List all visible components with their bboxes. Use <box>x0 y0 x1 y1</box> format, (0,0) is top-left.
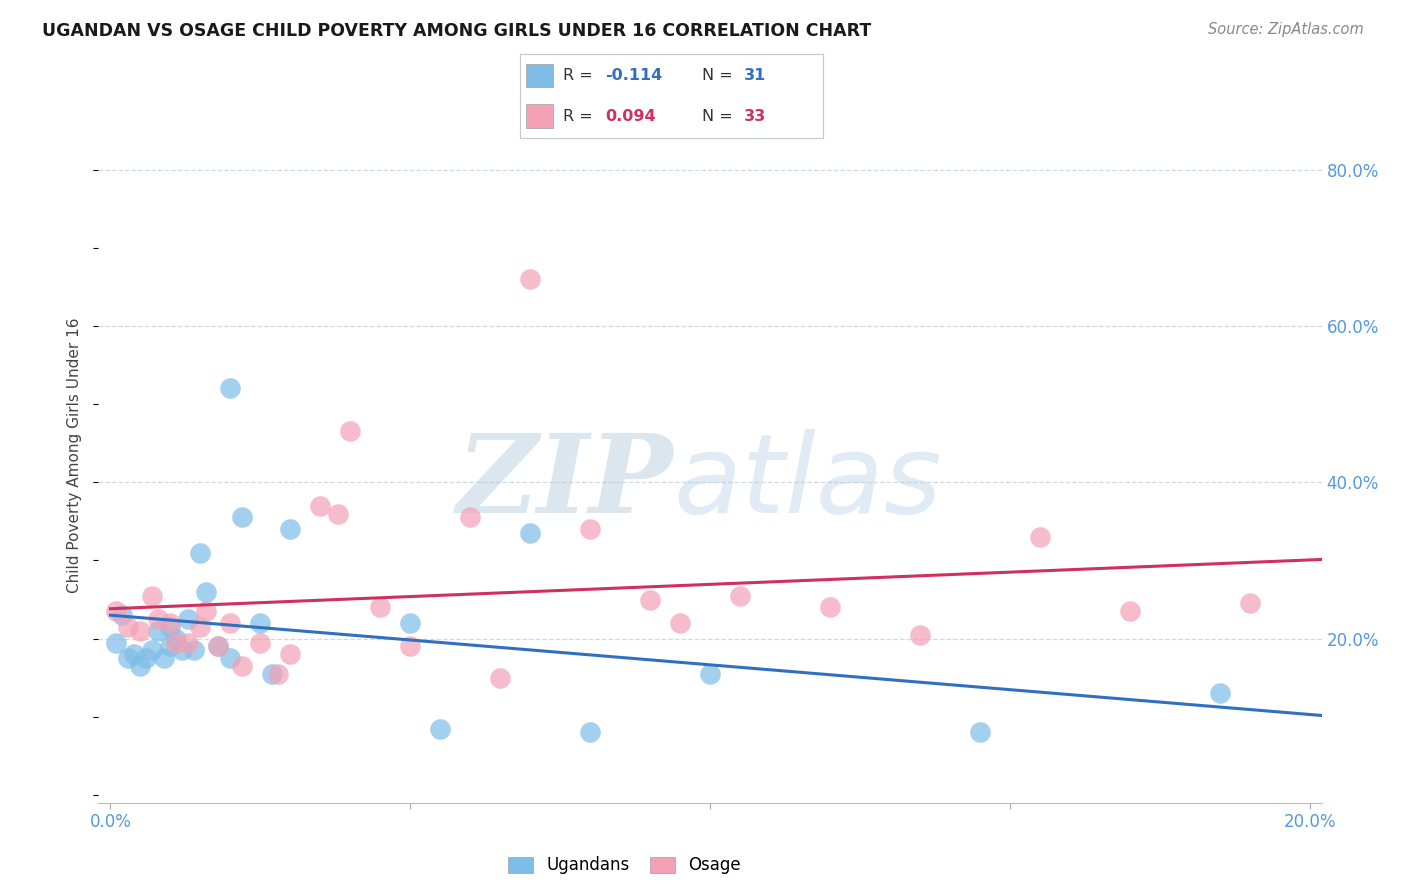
Point <box>117 620 139 634</box>
Point <box>519 526 541 541</box>
Point <box>728 589 751 603</box>
Point <box>148 612 170 626</box>
Point <box>368 600 391 615</box>
Point <box>1208 686 1230 700</box>
Point <box>105 635 128 649</box>
Legend: Ugandans, Osage: Ugandans, Osage <box>508 856 741 874</box>
Point <box>399 640 422 654</box>
Point <box>429 722 451 736</box>
Text: 0.094: 0.094 <box>605 109 655 124</box>
Point <box>117 651 139 665</box>
Text: ZIP: ZIP <box>457 429 673 536</box>
Text: R =: R = <box>562 68 598 83</box>
Point <box>231 659 253 673</box>
Text: 31: 31 <box>744 68 766 83</box>
Point <box>172 643 194 657</box>
Point <box>195 604 218 618</box>
Text: UGANDAN VS OSAGE CHILD POVERTY AMONG GIRLS UNDER 16 CORRELATION CHART: UGANDAN VS OSAGE CHILD POVERTY AMONG GIR… <box>42 22 872 40</box>
Point <box>278 647 301 661</box>
Point <box>908 628 931 642</box>
Point <box>489 671 512 685</box>
Text: R =: R = <box>562 109 598 124</box>
Point <box>339 425 361 439</box>
Point <box>219 615 242 630</box>
Point <box>159 640 181 654</box>
Point <box>165 632 187 646</box>
Point <box>699 666 721 681</box>
Point <box>177 612 200 626</box>
Text: -0.114: -0.114 <box>605 68 662 83</box>
Point <box>267 666 290 681</box>
Bar <box>526 63 554 87</box>
Point <box>165 635 187 649</box>
Point <box>129 624 152 638</box>
Point <box>262 666 284 681</box>
Y-axis label: Child Poverty Among Girls Under 16: Child Poverty Among Girls Under 16 <box>67 318 83 592</box>
Point <box>309 499 332 513</box>
Point <box>148 624 170 638</box>
Point <box>124 647 146 661</box>
Point <box>969 725 991 739</box>
Point <box>159 620 181 634</box>
Point <box>105 604 128 618</box>
Point <box>1029 530 1052 544</box>
Point <box>231 510 253 524</box>
Point <box>207 640 229 654</box>
Point <box>278 522 301 536</box>
Point <box>328 507 350 521</box>
Text: atlas: atlas <box>673 429 942 536</box>
Point <box>188 620 211 634</box>
Point <box>195 584 218 599</box>
Text: 33: 33 <box>744 109 766 124</box>
Point <box>153 651 176 665</box>
Point <box>207 640 229 654</box>
Point <box>1119 604 1142 618</box>
Point <box>249 615 271 630</box>
Point <box>669 615 692 630</box>
Point <box>111 608 134 623</box>
Point <box>249 635 271 649</box>
Point <box>399 615 422 630</box>
Point <box>141 589 163 603</box>
Point <box>135 651 157 665</box>
Text: Source: ZipAtlas.com: Source: ZipAtlas.com <box>1208 22 1364 37</box>
Point <box>818 600 841 615</box>
Point <box>458 510 481 524</box>
Text: N =: N = <box>702 68 738 83</box>
Point <box>183 643 205 657</box>
Point <box>219 651 242 665</box>
Point <box>579 725 602 739</box>
Point <box>159 615 181 630</box>
Point <box>129 659 152 673</box>
Point <box>1239 597 1261 611</box>
Text: N =: N = <box>702 109 738 124</box>
Point <box>219 382 242 396</box>
Point <box>141 643 163 657</box>
Point <box>519 272 541 286</box>
Bar <box>526 104 554 128</box>
Point <box>579 522 602 536</box>
Point <box>188 546 211 560</box>
Point <box>638 592 661 607</box>
Point <box>177 635 200 649</box>
